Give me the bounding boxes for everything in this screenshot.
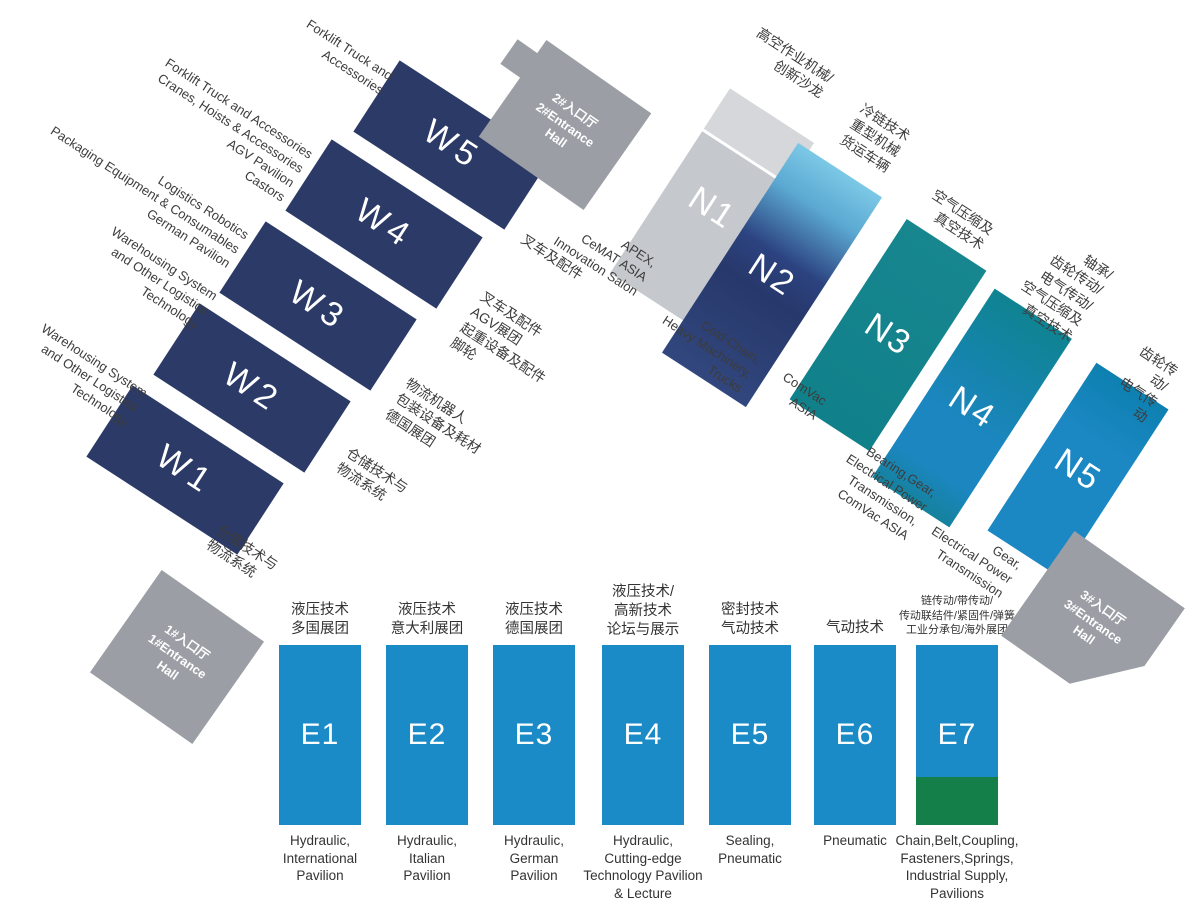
entrance-hall-3: 3#入口厅 3#Entrance Hall [1001, 531, 1185, 713]
entrance-hall-2-label: 2#入口厅 2#Entrance Hall [533, 90, 600, 151]
hall-e4-letter: E4 [623, 718, 663, 751]
hall-e2: E2 [386, 645, 468, 825]
hall-n3-letter: N3 [858, 305, 919, 364]
hall-w1-letter: W1 [149, 437, 222, 503]
hall-e1-letter: E1 [300, 718, 340, 751]
hall-w3-letter: W3 [282, 273, 355, 339]
hall-e3-letter: E3 [514, 718, 554, 751]
label-w4-chinese: 叉车及配件 AGV展团 起重设备及配件 脚轮 [447, 288, 549, 386]
label-e2-chinese: 液压技术 意大利展团 [390, 602, 464, 637]
hall-w5-letter: W5 [416, 112, 489, 178]
label-w3-chinese: 物流机器人 包装设备及耗材 德国展团 [382, 374, 484, 458]
hall-e7-letter: E7 [937, 718, 977, 751]
label-w5-english: Forklift Truck and Accessories [303, 16, 396, 98]
label-n2-chinese: 冷链技术 重型机械 货运车辆 [837, 100, 914, 176]
label-e4-chinese: 液压技术/ 高新技术 论坛与展示 [606, 584, 680, 638]
label-w1-english: Warehousing System and Other Logistics T… [38, 320, 151, 430]
e7-green-section [916, 777, 998, 825]
label-e4-english: Hydraulic, Cutting-edge Technology Pavil… [583, 833, 703, 901]
hall-e4: E4 [602, 645, 684, 825]
label-e2-english: Hydraulic, Italian Pavilion [396, 833, 458, 884]
hall-n1-letter: N1 [682, 178, 743, 237]
label-w2-chinese: 仓储技术与 物流系统 [333, 444, 411, 504]
hall-e6-letter: E6 [835, 718, 875, 751]
entrance-hall-2-tab [500, 39, 539, 79]
hall-e6: E6 [814, 645, 896, 825]
label-e5-english: Sealing, Pneumatic [718, 833, 782, 866]
hall-e1: E1 [279, 645, 361, 825]
label-n1-chinese: 高空作业机械/ 创新沙龙 [753, 24, 837, 102]
label-e3-english: Hydraulic, German Pavilion [503, 833, 565, 884]
hall-e3: E3 [493, 645, 575, 825]
hall-e5: E5 [709, 645, 791, 825]
hall-w2-letter: W2 [216, 355, 289, 421]
hall-e5-letter: E5 [730, 718, 770, 751]
hall-n4-letter: N4 [942, 378, 1003, 437]
label-e7-chinese: 链传动/带传动/ 传动联结件/紧固件/弹簧 工业分承包/海外展团 [898, 595, 1016, 637]
hall-n2-letter: N2 [742, 245, 803, 304]
entrance-hall-3-label: 3#入口厅 3#Entrance Hall [1061, 587, 1128, 648]
label-e6-chinese: 气动技术 [826, 620, 884, 636]
entrance-hall-1: 1#入口厅 1#Entrance Hall [89, 569, 265, 745]
label-e5-chinese: 密封技术 气动技术 [721, 602, 779, 637]
label-e1-english: Hydraulic, International Pavilion [282, 833, 358, 884]
label-e1-chinese: 液压技术 多国展团 [291, 602, 349, 637]
label-e6-english: Pneumatic [823, 833, 887, 848]
hall-e7: E7 [916, 645, 998, 825]
hall-w4-letter: W4 [348, 191, 421, 257]
label-e7-english: Chain,Belt,Coupling, Fasteners,Springs, … [895, 833, 1019, 901]
label-e3-chinese: 液压技术 德国展团 [505, 602, 563, 637]
hall-e2-letter: E2 [407, 718, 447, 751]
entrance-hall-1-label: 1#入口厅 1#Entrance Hall [145, 622, 212, 683]
hall-n5-letter: N5 [1048, 440, 1109, 499]
